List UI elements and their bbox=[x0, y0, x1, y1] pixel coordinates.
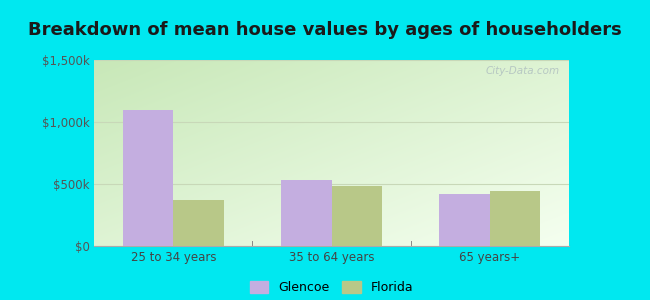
Legend: Glencoe, Florida: Glencoe, Florida bbox=[244, 276, 419, 299]
Text: Breakdown of mean house values by ages of householders: Breakdown of mean house values by ages o… bbox=[28, 21, 622, 39]
Bar bbox=[123, 110, 174, 246]
Bar bbox=[439, 194, 489, 246]
Bar bbox=[281, 180, 332, 246]
Text: City-Data.com: City-Data.com bbox=[485, 66, 559, 76]
Bar bbox=[489, 191, 540, 246]
Bar bbox=[332, 187, 382, 246]
Bar bbox=[174, 200, 224, 246]
